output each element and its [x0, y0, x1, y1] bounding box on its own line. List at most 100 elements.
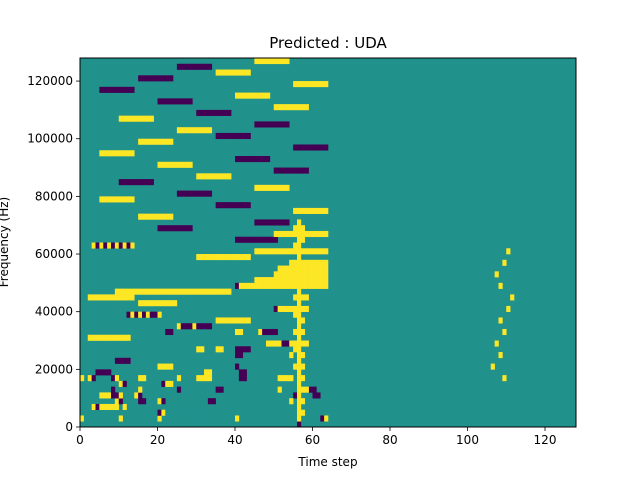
heatmap-cell — [293, 271, 298, 278]
heatmap-cell — [118, 242, 123, 249]
heatmap-cell — [273, 184, 278, 191]
heatmap-cell — [180, 127, 185, 134]
heatmap-cell — [281, 167, 286, 174]
heatmap-cell — [238, 69, 244, 76]
heatmap-cell — [277, 265, 282, 272]
heatmap-cell — [297, 357, 302, 364]
heatmap-cell — [114, 375, 120, 382]
heatmap-cell — [200, 346, 205, 353]
heatmap-cell — [262, 248, 267, 255]
heatmap-cell — [300, 363, 306, 370]
heatmap-cell — [300, 317, 306, 324]
x-tick-label: 0 — [76, 433, 84, 447]
heatmap-cell — [308, 230, 313, 238]
heatmap-cell — [266, 248, 271, 255]
heatmap-cell — [114, 196, 120, 203]
heatmap-cell — [231, 132, 236, 140]
heatmap-cell — [219, 202, 224, 209]
heatmap-cell — [215, 173, 220, 180]
heatmap-cell — [196, 415, 201, 422]
heatmap-cell — [134, 288, 139, 295]
heatmap-cell — [111, 403, 116, 411]
heatmap-cell — [304, 340, 309, 347]
heatmap-cell — [320, 265, 325, 272]
heatmap-cell — [297, 375, 302, 382]
heatmap-cell — [130, 196, 135, 203]
heatmap-cell — [149, 75, 154, 82]
heatmap-cell — [145, 115, 151, 122]
heatmap-cell — [142, 288, 147, 295]
heatmap-cell — [297, 259, 302, 266]
heatmap-cell — [293, 328, 298, 336]
heatmap-cell — [297, 225, 302, 232]
heatmap-cell — [304, 81, 309, 88]
heatmap-cell — [304, 167, 309, 174]
heatmap-cell — [153, 75, 158, 82]
heatmap-cell — [99, 369, 104, 376]
heatmap-cell — [300, 282, 306, 289]
heatmap-cell — [149, 300, 154, 307]
heatmap-cell — [297, 144, 302, 151]
heatmap-cell — [297, 230, 302, 238]
heatmap-cell — [103, 242, 108, 249]
heatmap-cell — [502, 375, 507, 382]
heatmap-cell — [277, 305, 282, 312]
heatmap-cell — [246, 156, 251, 163]
heatmap-cell — [215, 317, 220, 324]
heatmap-cell — [99, 242, 104, 249]
heatmap-cell — [215, 132, 220, 140]
heatmap-cell — [238, 352, 244, 359]
heatmap-cell — [320, 207, 325, 214]
heatmap-cell — [300, 305, 306, 312]
heatmap-cell — [324, 248, 329, 255]
heatmap-cell — [269, 328, 275, 336]
heatmap-cell — [180, 288, 185, 295]
heatmap-cell — [281, 375, 286, 382]
heatmap-cell — [246, 92, 251, 99]
heatmap-cell — [126, 294, 131, 301]
heatmap-cell — [196, 190, 201, 197]
heatmap-cell — [204, 190, 209, 197]
heatmap-cell — [219, 288, 224, 295]
heatmap-cell — [204, 63, 209, 70]
heatmap-cell — [165, 380, 170, 387]
heatmap-cell — [238, 156, 244, 163]
heatmap-cell — [324, 265, 329, 272]
heatmap-cell — [99, 415, 104, 422]
heatmap-cell — [250, 156, 255, 163]
heatmap-cell — [281, 305, 286, 312]
heatmap-cell — [126, 357, 131, 364]
heatmap-cell — [196, 127, 201, 134]
heatmap-cell — [207, 288, 213, 295]
heatmap-cell — [223, 173, 228, 180]
heatmap-cell — [254, 236, 259, 243]
heatmap-cell — [107, 403, 112, 411]
heatmap-cell — [269, 236, 275, 243]
heatmap-cell — [130, 288, 135, 295]
heatmap-cell — [142, 311, 147, 318]
heatmap-cell — [277, 184, 282, 191]
heatmap-cell — [238, 375, 244, 382]
heatmap-cell — [242, 156, 247, 163]
heatmap-cell — [169, 363, 174, 370]
heatmap-cell — [169, 380, 174, 387]
heatmap-cell — [130, 150, 135, 157]
heatmap-cell — [215, 202, 220, 209]
heatmap-cell — [215, 109, 220, 116]
heatmap-cell — [114, 392, 120, 399]
heatmap-cell — [277, 58, 282, 65]
heatmap-cell — [107, 86, 112, 93]
heatmap-cell — [134, 311, 139, 318]
heatmap-cell — [246, 317, 251, 324]
heatmap-cell — [219, 386, 224, 393]
heatmap-cell — [204, 127, 209, 134]
heatmap-cell — [293, 282, 298, 289]
heatmap-cell — [312, 248, 317, 255]
heatmap-cell — [285, 121, 290, 128]
heatmap-cell — [180, 98, 185, 105]
heatmap-cell — [297, 242, 302, 249]
heatmap-cell — [227, 173, 232, 180]
heatmap-cell — [200, 63, 205, 70]
heatmap-cell — [289, 375, 294, 382]
heatmap-cell — [297, 265, 302, 272]
